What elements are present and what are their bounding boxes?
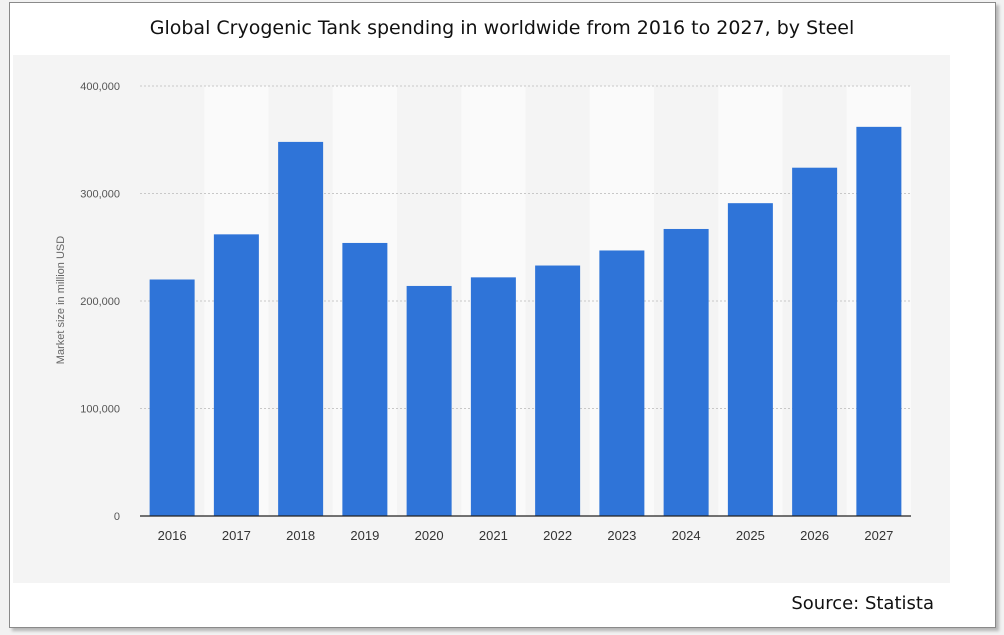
y-tick-label: 0 [114,511,120,523]
y-tick-label: 300,000 [80,189,120,201]
bar-2023 [599,250,645,516]
source-label: Source: Statista [791,593,934,614]
x-tick-label: 2026 [800,528,829,543]
x-tick-label: 2017 [222,528,251,543]
bar-2020 [406,285,452,516]
x-tick-label: 2016 [158,528,187,543]
y-axis-label: Market size in million USD [55,236,67,364]
x-tick-label: 2027 [864,528,893,543]
y-tick-label: 100,000 [80,404,120,416]
bar-2016 [149,279,195,516]
bar-2018 [278,141,324,516]
x-tick-label: 2018 [286,528,315,543]
x-tick-label: 2024 [672,528,701,543]
x-tick-label: 2022 [543,528,572,543]
bar-2025 [727,203,773,517]
x-tick-label: 2021 [479,528,508,543]
bar-2022 [535,265,581,516]
bar-2017 [213,234,259,516]
bar-2024 [663,228,709,516]
bar-2026 [792,167,838,516]
bar-2019 [342,242,388,516]
y-tick-label: 200,000 [80,296,120,308]
bar-2021 [470,277,516,516]
x-tick-label: 2023 [607,528,636,543]
y-tick-label: 400,000 [80,81,120,93]
bar-2027 [856,126,902,516]
chart-title: Global Cryogenic Tank spending in worldw… [149,17,855,39]
x-tick-label: 2025 [736,528,765,543]
x-tick-label: 2020 [415,528,444,543]
x-tick-label: 2019 [350,528,379,543]
